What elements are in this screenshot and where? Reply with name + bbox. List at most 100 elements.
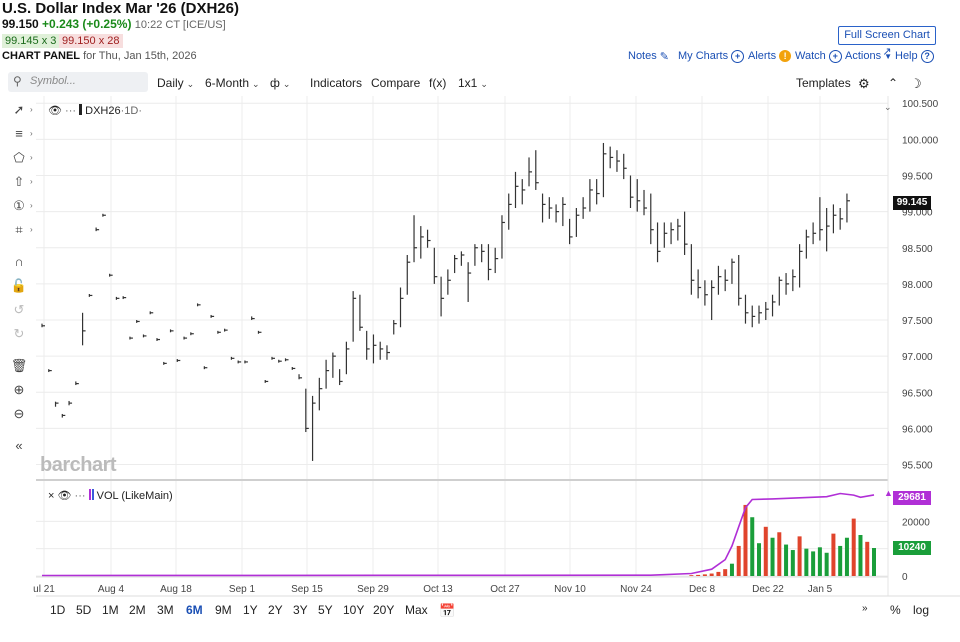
volume-bar[interactable] [872, 548, 876, 576]
ohlc-bar[interactable] [724, 269, 729, 292]
collapse-up-icon[interactable]: ⌃ [888, 76, 899, 90]
ohlc-bar[interactable] [731, 258, 735, 284]
ohlc-bar[interactable] [460, 251, 465, 266]
ohlc-bar[interactable] [826, 208, 830, 252]
ohlc-bar[interactable] [217, 330, 221, 334]
more-icon[interactable]: ··· [74, 490, 86, 502]
ohlc-bar[interactable] [846, 193, 850, 223]
ohlc-bar[interactable] [596, 179, 600, 205]
ohlc-bar[interactable] [115, 296, 120, 300]
ohlc-bar[interactable] [95, 227, 100, 232]
notes-link[interactable]: Notes ✎ [628, 48, 669, 64]
dark-mode-icon[interactable]: ☽ [910, 76, 922, 91]
fibonacci-tool-icon[interactable]: ≡ › [15, 126, 33, 141]
volume-bar[interactable] [709, 573, 714, 576]
ohlc-bar[interactable] [305, 388, 309, 433]
ohlc-bar[interactable] [711, 280, 715, 321]
ohlc-bar[interactable] [778, 276, 783, 306]
ohlc-bar[interactable] [332, 352, 336, 378]
volume-bar[interactable] [844, 537, 849, 576]
ohlc-bar[interactable] [684, 211, 688, 255]
volume-bar[interactable] [817, 547, 822, 576]
ohlc-bar[interactable] [494, 247, 499, 274]
watch-link[interactable]: Watch + [795, 48, 842, 64]
ohlc-bar[interactable] [697, 269, 702, 299]
eye-icon[interactable]: 👁 [48, 105, 62, 117]
measure-tool-icon[interactable]: ⌗ › [15, 222, 33, 237]
range-button-2y[interactable]: 2Y [268, 603, 283, 617]
volume-bar[interactable] [784, 544, 789, 576]
ohlc-bar[interactable] [704, 280, 708, 306]
lock-icon[interactable]: 🔓 [10, 278, 28, 293]
redo-icon[interactable]: ↻ [13, 326, 25, 341]
ohlc-bar[interactable] [311, 395, 316, 461]
ohlc-bar[interactable] [420, 226, 424, 259]
ohlc-bar[interactable] [643, 189, 648, 216]
volume-bar[interactable] [716, 571, 721, 576]
ohlc-bar[interactable] [623, 153, 627, 180]
ohlc-bar[interactable] [751, 305, 756, 328]
close-icon[interactable]: × [48, 490, 55, 502]
ohlc-bar[interactable] [433, 247, 438, 284]
ohlc-bar[interactable] [819, 197, 823, 241]
fx-button[interactable]: f(x) [429, 76, 447, 90]
range-button-6m[interactable]: 6M [186, 603, 203, 617]
ohlc-bar[interactable] [372, 334, 377, 364]
range-dropdown[interactable]: 6-Month ⌄ [205, 76, 260, 90]
arrow-tool-icon[interactable]: ⇧ › [13, 174, 33, 189]
ohlc-bar[interactable] [487, 244, 492, 281]
ohlc-bar[interactable] [656, 222, 661, 263]
volume-bar[interactable] [689, 575, 694, 576]
volume-collapse-icon[interactable]: ▲ [884, 488, 893, 498]
volume-bar[interactable] [858, 535, 863, 576]
full-screen-button[interactable]: Full Screen Chart ↗ [838, 26, 936, 58]
ohlc-bar[interactable] [224, 328, 228, 332]
ohlc-bar[interactable] [765, 301, 769, 321]
ohlc-bar[interactable] [609, 146, 614, 169]
ohlc-bar[interactable] [535, 150, 539, 190]
volume-bar[interactable] [811, 551, 816, 576]
range-button-10y[interactable]: 10Y [343, 603, 365, 617]
ohlc-bar[interactable] [629, 175, 634, 209]
volume-bar[interactable] [831, 533, 836, 576]
ohlc-bar[interactable] [508, 193, 512, 230]
range-button-2m[interactable]: 2M [129, 603, 146, 617]
ohlc-bar[interactable] [237, 360, 242, 364]
layout-dropdown[interactable]: 1x1 ⌄ [458, 76, 488, 90]
volume-bar[interactable] [729, 563, 734, 576]
magnet-icon[interactable]: ∩ [14, 254, 24, 269]
ohlc-bar[interactable] [176, 359, 181, 362]
range-button-1y[interactable]: 1Y [243, 603, 258, 617]
volume-bar[interactable] [790, 550, 795, 576]
ohlc-bar[interactable] [129, 336, 133, 340]
ohlc-bar[interactable] [426, 229, 431, 248]
ohlc-bar[interactable] [325, 359, 330, 389]
ohlc-bar[interactable] [589, 179, 593, 212]
ohlc-bar[interactable] [257, 330, 262, 334]
ohlc-bar[interactable] [839, 208, 844, 230]
ohlc-bar[interactable] [278, 359, 282, 363]
ohlc-bar[interactable] [366, 330, 370, 360]
ohlc-bar[interactable] [758, 305, 763, 324]
range-button-5d[interactable]: 5D [76, 603, 92, 617]
templates-button[interactable]: Templates [796, 76, 851, 90]
volume-bar[interactable] [743, 504, 748, 576]
ohlc-bar[interactable] [399, 287, 404, 328]
volume-legend[interactable]: × 👁 ··· VOL (LikeMain) [48, 489, 173, 502]
ohlc-bar[interactable] [244, 360, 248, 364]
ohlc-bar[interactable] [575, 208, 580, 237]
trash-icon[interactable]: 🗑 [10, 358, 28, 373]
ohlc-bar[interactable] [467, 262, 472, 302]
ohlc-bar[interactable] [798, 244, 803, 288]
range-button-20y[interactable]: 20Y [373, 603, 395, 617]
ohlc-bar[interactable] [562, 197, 566, 227]
ohlc-bar[interactable] [440, 276, 445, 317]
volume-bar[interactable] [797, 536, 802, 576]
volume-bar[interactable] [824, 552, 829, 576]
ohlc-bar[interactable] [203, 366, 208, 370]
ohlc-bar[interactable] [318, 377, 323, 411]
ohlc-bar[interactable] [650, 193, 654, 245]
ohlc-bar[interactable] [393, 320, 397, 335]
volume-bar[interactable] [777, 532, 782, 576]
